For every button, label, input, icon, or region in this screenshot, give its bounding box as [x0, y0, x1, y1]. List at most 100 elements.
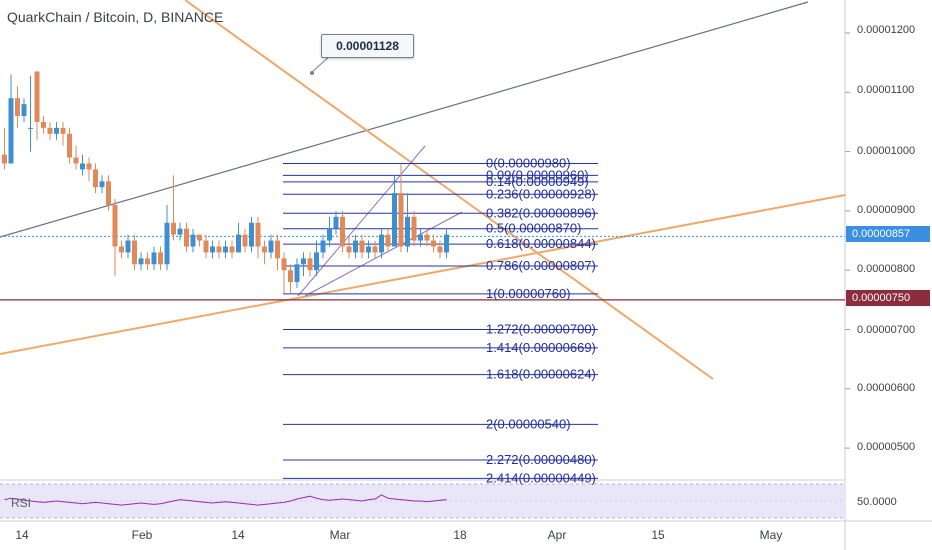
candle-body — [47, 127, 53, 134]
candle-body — [418, 234, 423, 241]
candle-body — [54, 127, 59, 134]
fib-level-label: 1(0.00000760) — [486, 286, 571, 301]
fib-level-label: 0.09(0.00000960) — [486, 167, 589, 182]
channel-upper-line — [297, 145, 426, 297]
candle-body — [392, 193, 397, 247]
callout-pointer — [311, 55, 331, 73]
chart-title: QuarkChain / Bitcoin, D, BINANCE — [7, 9, 224, 25]
candle-body — [314, 252, 319, 271]
candle-body — [210, 246, 215, 253]
upper-trend-line — [0, 1, 809, 238]
x-tick-label: Mar — [329, 528, 351, 542]
candle-body — [80, 163, 85, 170]
ascending-orange-line — [0, 194, 846, 355]
candle-body — [327, 228, 332, 241]
candle-body — [398, 193, 404, 247]
candle-body — [301, 258, 306, 265]
candle-body — [275, 240, 280, 259]
candle-body — [93, 169, 98, 188]
candle-body — [171, 222, 176, 235]
candle-body — [281, 258, 287, 271]
fib-level-label: 2.414(0.00000449) — [486, 470, 596, 485]
candle-body — [34, 71, 40, 122]
candle-body — [41, 121, 46, 128]
y-tick-label: 0.00001100 — [857, 84, 915, 96]
fib-level-label: 2(0.00000540) — [486, 416, 571, 431]
x-tick-label: May — [759, 528, 783, 542]
candle-body — [184, 228, 189, 247]
candle-body — [385, 234, 391, 247]
candle-body — [431, 240, 436, 247]
candle-body — [197, 234, 202, 241]
fib-level-label: 1.414(0.00000669) — [486, 340, 596, 355]
descending-orange-line — [184, 0, 714, 380]
candle-body — [333, 216, 339, 229]
fib-level-label: 2.272(0.00000480) — [486, 452, 596, 467]
fib-level-label: 1.272(0.00000700) — [486, 322, 596, 337]
candle-body — [8, 98, 14, 164]
candle-body — [164, 222, 170, 265]
candle-body — [60, 127, 66, 134]
candle-body — [119, 246, 124, 253]
fib-level-label: 0.786(0.00000807) — [486, 258, 596, 273]
candle-body — [15, 98, 20, 117]
channel-lower-line — [304, 211, 463, 297]
x-tick-label: Apr — [547, 528, 567, 542]
candle-body — [255, 222, 261, 247]
candle-body — [444, 234, 449, 253]
support-price-badge: 0.00000750 — [846, 290, 930, 306]
candle-body — [288, 270, 293, 283]
x-tick-label: 14 — [15, 528, 29, 542]
candle-body — [112, 204, 118, 247]
candle-body — [106, 181, 111, 205]
candle-body — [203, 240, 209, 253]
price-callout[interactable]: 0.00001128 — [321, 34, 414, 58]
candle-body — [158, 252, 163, 265]
candle-body — [262, 246, 267, 253]
candle-body — [229, 246, 235, 253]
rsi-label: RSI — [11, 496, 32, 510]
candle-body — [138, 258, 144, 265]
candle-body — [236, 234, 241, 253]
candle-body — [2, 154, 7, 164]
candle-body — [366, 246, 371, 253]
candle-body — [405, 216, 410, 247]
candle-body — [346, 246, 352, 253]
y-tick-label: 0.00000500 — [857, 441, 916, 453]
current-price-badge: 0.00000857 — [846, 226, 930, 242]
x-tick-label: Feb — [131, 528, 153, 542]
candle-body — [190, 234, 196, 247]
candle-body — [67, 133, 72, 158]
candle-body — [340, 216, 345, 247]
candle-body — [28, 127, 33, 129]
y-tick-label: 0.00000900 — [857, 204, 916, 216]
rsi-value-label: 50.0000 — [857, 496, 897, 508]
candle-body — [145, 258, 150, 265]
y-tick-label: 0.00000600 — [857, 382, 916, 394]
candle-body — [294, 264, 300, 283]
y-tick-label: 0.00000700 — [857, 324, 916, 336]
fib-level-label: 0.236(0.00000928) — [486, 186, 596, 201]
y-tick-label: 0.00001000 — [857, 145, 916, 157]
y-tick-label: 0.00001200 — [857, 24, 916, 36]
rsi-line — [4, 494, 447, 506]
x-tick-label: 18 — [453, 528, 467, 542]
fib-level-label: 0(0.00000980) — [486, 155, 571, 170]
candle-body — [268, 240, 274, 253]
fib-level-label: 0.618(0.00000844) — [486, 236, 596, 251]
candle-body — [437, 246, 443, 253]
candle-body — [353, 240, 358, 253]
x-tick-label: 15 — [651, 528, 665, 542]
candle-body — [242, 234, 248, 247]
candle-body — [223, 246, 228, 253]
candle-body — [21, 104, 27, 117]
candle-body — [177, 228, 183, 235]
candle-body — [216, 246, 222, 253]
candle-body — [359, 240, 365, 253]
candle-body — [320, 240, 326, 253]
candle-body — [411, 216, 417, 241]
fib-level-label: 1.618(0.00000624) — [486, 367, 596, 382]
fib-level-label: 0.5(0.00000870) — [486, 221, 581, 236]
